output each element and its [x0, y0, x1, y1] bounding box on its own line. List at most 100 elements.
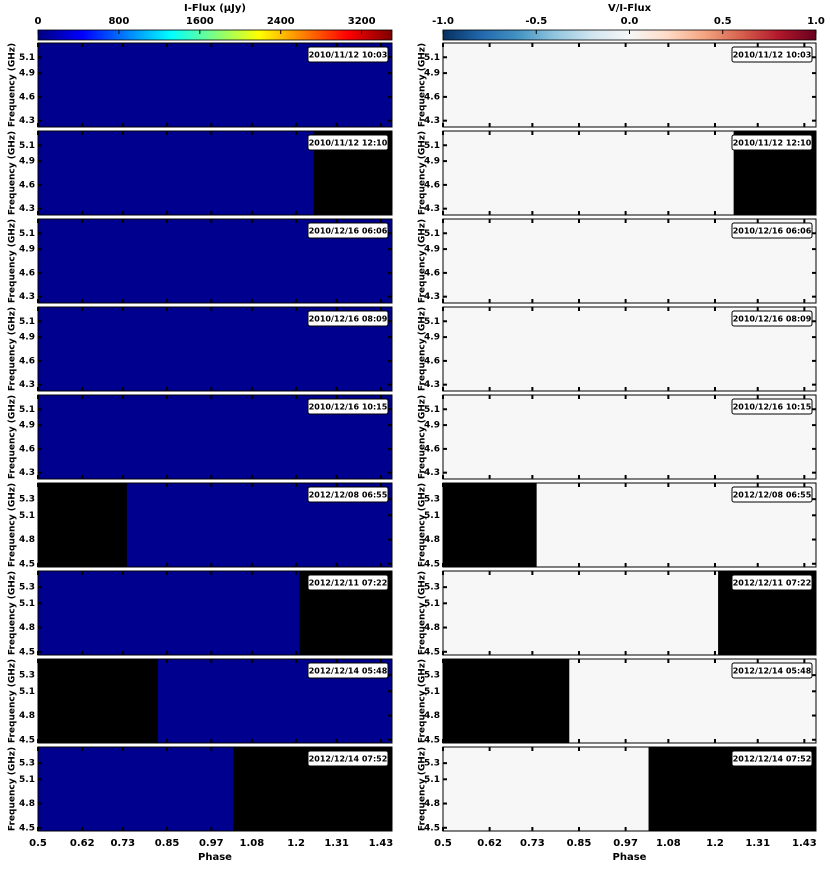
y-tick-label: 5.3 — [424, 671, 440, 681]
y-tick-label: 4.9 — [424, 421, 440, 431]
y-axis-label: Frequency (GHz) — [418, 43, 428, 127]
y-tick-label: 5.1 — [19, 141, 35, 151]
date-box — [731, 310, 813, 327]
panel-frame — [37, 482, 393, 568]
y-tick-label: 4.6 — [19, 356, 35, 366]
colorbar-tick-label: 800 — [108, 16, 129, 27]
masked-region — [38, 659, 158, 743]
y-tick-label: 4.9 — [424, 245, 440, 255]
y-tick-label: 4.8 — [19, 535, 35, 545]
y-tick-label: 4.5 — [424, 735, 440, 745]
colorbar-tick-label: 0 — [35, 16, 42, 27]
date-box — [731, 134, 813, 151]
x-tick-label: 0.85 — [155, 838, 180, 849]
y-tick-label: 4.9 — [424, 157, 440, 167]
y-tick-label: 4.8 — [424, 711, 440, 721]
y-tick-label: 4.3 — [19, 204, 35, 214]
x-tick-label: 0.62 — [70, 838, 95, 849]
y-tick-label: 4.8 — [19, 799, 35, 809]
colorbar-label: I-Flux (μJy) — [184, 3, 246, 14]
x-axis-label: Phase — [198, 852, 232, 863]
x-tick-label: 0.85 — [567, 838, 592, 849]
y-tick-label: 4.5 — [19, 647, 35, 657]
y-tick-label: 5.1 — [424, 229, 440, 239]
panel-frame — [442, 130, 817, 216]
date-box — [731, 750, 813, 767]
y-tick-label: 4.5 — [424, 647, 440, 657]
y-tick-label: 5.1 — [424, 775, 440, 785]
y-axis-label: Frequency (GHz) — [418, 483, 428, 567]
colorbar-tick-label: 0.5 — [714, 16, 732, 27]
y-tick-label: 4.6 — [19, 180, 35, 190]
y-axis-label: Frequency (GHz) — [8, 395, 18, 479]
y-axis-label: Frequency (GHz) — [418, 395, 428, 479]
date-label: 2010/11/12 10:03 — [733, 51, 812, 60]
panel-frame — [442, 218, 817, 304]
date-box — [307, 662, 389, 679]
panel-frame — [37, 306, 393, 392]
date-box — [307, 222, 389, 239]
y-tick-label: 5.1 — [424, 405, 440, 415]
panel-frame — [37, 42, 393, 128]
y-axis-label: Frequency (GHz) — [8, 219, 18, 303]
date-label: 2010/11/12 10:03 — [309, 51, 388, 60]
y-tick-label: 4.5 — [424, 559, 440, 569]
date-label: 2012/12/11 07:22 — [309, 579, 388, 588]
panel-frame — [442, 570, 817, 656]
y-tick-label: 4.6 — [19, 268, 35, 278]
y-tick-label: 4.8 — [424, 623, 440, 633]
y-axis-label: Frequency (GHz) — [418, 571, 428, 655]
date-label: 2012/12/11 07:22 — [733, 579, 812, 588]
date-box — [731, 574, 813, 591]
x-tick-label: 0.5 — [29, 838, 47, 849]
y-tick-label: 5.1 — [19, 405, 35, 415]
x-tick-label: 1.08 — [656, 838, 681, 849]
y-tick-label: 4.6 — [424, 180, 440, 190]
y-tick-label: 4.3 — [424, 468, 440, 478]
y-tick-label: 4.6 — [19, 444, 35, 454]
colorbar-tick-label: -1.0 — [432, 16, 454, 27]
panel-frame — [442, 658, 817, 744]
x-tick-label: 1.08 — [240, 838, 265, 849]
date-box — [731, 222, 813, 239]
panel-frame — [37, 394, 393, 480]
date-box — [307, 310, 389, 327]
y-axis-label: Frequency (GHz) — [8, 747, 18, 831]
y-tick-label: 5.3 — [424, 759, 440, 769]
y-tick-label: 5.1 — [424, 599, 440, 609]
y-tick-label: 5.1 — [424, 511, 440, 521]
date-label: 2010/11/12 12:10 — [733, 139, 812, 148]
x-tick-label: 1.31 — [745, 838, 770, 849]
y-tick-label: 4.3 — [19, 116, 35, 126]
y-tick-label: 5.3 — [19, 671, 35, 681]
y-tick-label: 4.3 — [19, 380, 35, 390]
y-tick-label: 4.8 — [19, 623, 35, 633]
date-box — [731, 486, 813, 503]
x-tick-label: 0.97 — [199, 838, 224, 849]
y-tick-label: 5.3 — [19, 759, 35, 769]
date-box — [307, 574, 389, 591]
date-box — [307, 486, 389, 503]
y-tick-label: 4.5 — [19, 823, 35, 833]
y-tick-label: 5.3 — [19, 583, 35, 593]
y-tick-label: 5.1 — [424, 141, 440, 151]
y-axis-label: Frequency (GHz) — [418, 747, 428, 831]
date-label: 2010/12/16 10:15 — [733, 403, 812, 412]
colorbar-label: V/I-Flux — [608, 3, 652, 14]
y-tick-label: 5.1 — [19, 775, 35, 785]
masked-region — [38, 483, 127, 567]
date-label: 2012/12/14 05:48 — [733, 667, 812, 676]
y-axis-label: Frequency (GHz) — [418, 219, 428, 303]
panel-frame — [442, 306, 817, 392]
y-tick-label: 5.1 — [19, 511, 35, 521]
x-axis-label: Phase — [613, 852, 647, 863]
y-tick-label: 5.1 — [19, 687, 35, 697]
date-box — [307, 750, 389, 767]
y-tick-label: 4.9 — [19, 245, 35, 255]
y-tick-label: 4.9 — [19, 333, 35, 343]
y-tick-label: 4.6 — [424, 92, 440, 102]
date-label: 2010/12/16 08:09 — [309, 315, 388, 324]
y-tick-label: 4.3 — [424, 204, 440, 214]
date-box — [731, 398, 813, 415]
y-tick-label: 4.6 — [424, 356, 440, 366]
